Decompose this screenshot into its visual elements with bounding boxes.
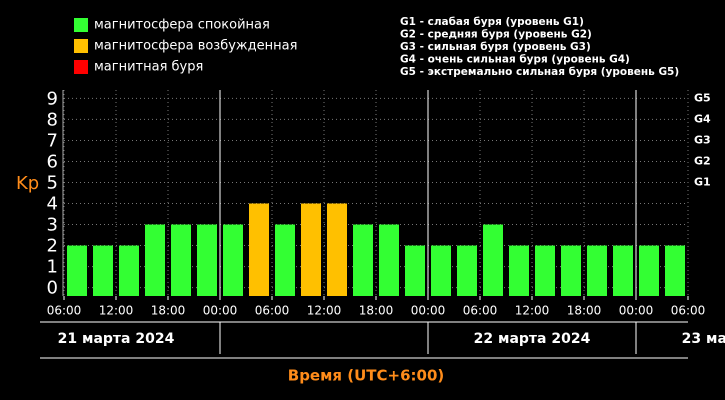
bar [119, 245, 139, 296]
y2-tick-label: G5 [694, 91, 711, 104]
bar [353, 224, 373, 296]
legend-swatch [74, 39, 88, 53]
bar [457, 245, 477, 296]
storm-note: G5 - экстремально сильная буря (уровень … [400, 66, 679, 78]
bar [405, 245, 425, 296]
x-tick-label: 00:00 [619, 304, 654, 318]
day-label: 23 марта 2024 [682, 331, 725, 347]
bar [275, 224, 295, 296]
y-tick-label: 9 [47, 88, 58, 109]
legend-label: магнитная буря [94, 60, 203, 75]
bar [145, 224, 165, 296]
legend-swatch [74, 18, 88, 32]
x-tick-label: 18:00 [151, 304, 186, 318]
day-label: 21 марта 2024 [58, 331, 175, 347]
legend-label: магнитосфера возбужденная [94, 39, 297, 54]
bar [223, 224, 243, 296]
bar [509, 245, 529, 296]
bar [93, 245, 113, 296]
y-tick-label: 5 [47, 172, 58, 193]
y2-tick-label: G4 [694, 112, 711, 125]
bar [197, 224, 217, 296]
bar [301, 203, 321, 296]
x-tick-label: 06:00 [671, 304, 706, 318]
x-tick-label: 06:00 [255, 304, 290, 318]
y-tick-label: 2 [47, 236, 58, 257]
x-tick-label: 00:00 [203, 304, 238, 318]
x-tick-label: 00:00 [411, 304, 446, 318]
y-tick-label: 1 [47, 257, 58, 278]
bar [379, 224, 399, 296]
day-label: 22 марта 2024 [474, 331, 591, 347]
storm-note: G3 - сильная буря (уровень G3) [400, 41, 591, 53]
y-tick-label: 3 [47, 215, 58, 236]
x-axis-label: Время (UTC+6:00) [288, 367, 444, 385]
bar [535, 245, 555, 296]
bar [249, 203, 269, 296]
x-tick-label: 06:00 [463, 304, 498, 318]
y2-tick-label: G2 [694, 154, 711, 167]
x-tick-label: 06:00 [47, 304, 82, 318]
x-tick-label: 12:00 [99, 304, 134, 318]
x-tick-label: 12:00 [515, 304, 550, 318]
x-tick-label: 18:00 [359, 304, 394, 318]
storm-note: G4 - очень сильная буря (уровень G4) [400, 54, 630, 66]
bar [665, 245, 685, 296]
legend-swatch [74, 60, 88, 74]
bar [561, 245, 581, 296]
legend-label: магнитосфера спокойная [94, 18, 270, 33]
y2-tick-label: G3 [694, 133, 711, 146]
bar [483, 224, 503, 296]
bar [431, 245, 451, 296]
y-axis-label: Kp [16, 173, 39, 194]
bar [327, 203, 347, 296]
y-tick-label: 8 [47, 109, 58, 130]
bar [613, 245, 633, 296]
x-tick-label: 18:00 [567, 304, 602, 318]
storm-note: G1 - слабая буря (уровень G1) [400, 16, 584, 28]
y-tick-label: 4 [47, 194, 58, 215]
x-tick-label: 12:00 [307, 304, 342, 318]
bar [171, 224, 191, 296]
y-tick-label: 6 [47, 151, 58, 172]
bar [587, 245, 607, 296]
y2-tick-label: G1 [694, 175, 711, 188]
bar [67, 245, 87, 296]
bar [639, 245, 659, 296]
storm-note: G2 - средняя буря (уровень G2) [400, 29, 592, 41]
y-tick-label: 7 [47, 130, 58, 151]
y-tick-label: 0 [47, 278, 58, 299]
